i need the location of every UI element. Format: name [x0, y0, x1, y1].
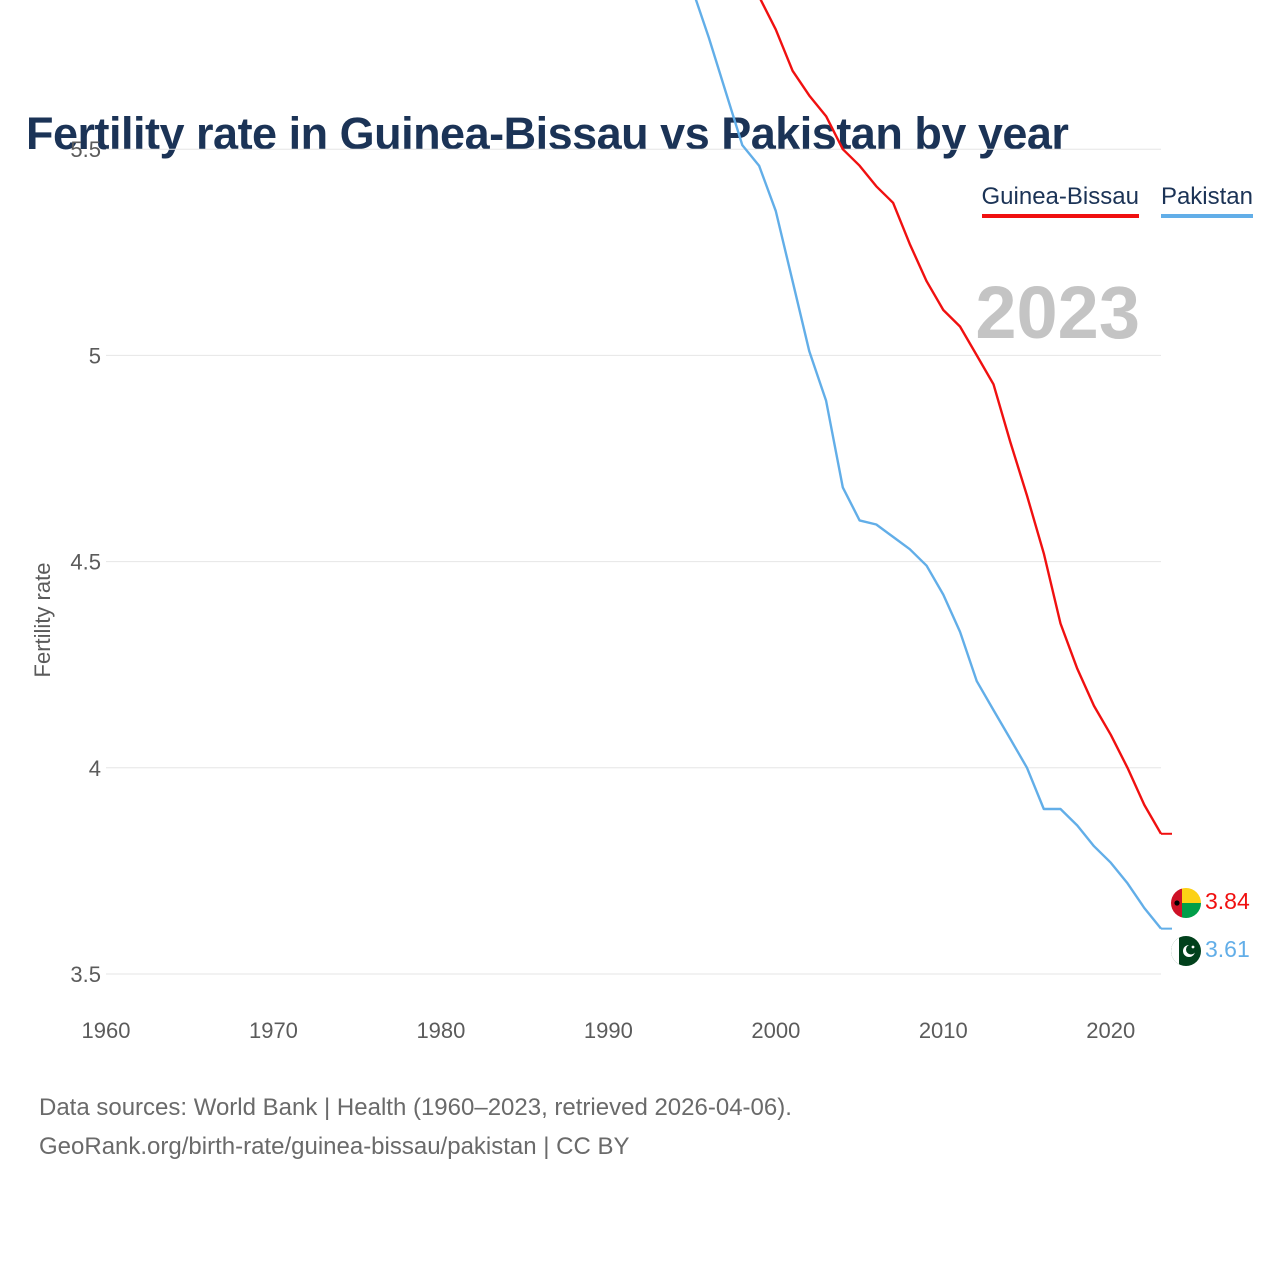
series-line-guinea-bissau: [759, 0, 1163, 835]
series-line-pakistan: [694, 0, 1162, 930]
legend-item-guinea-bissau[interactable]: Guinea-Bissau: [981, 183, 1139, 218]
series-lines: [694, 0, 1172, 930]
current-year-stamp: 2023: [975, 271, 1140, 354]
chart-title: Fertility rate in Guinea-Bissau vs Pakis…: [26, 108, 1069, 159]
x-tick-label: 2000: [751, 1018, 800, 1043]
y-axis-ticks: 3.544.555.566.5: [70, 137, 101, 987]
y-tick-label: 4.5: [70, 550, 101, 575]
x-tick-label: 1990: [584, 1018, 633, 1043]
guinea-bissau-flag-icon: [1171, 888, 1201, 918]
x-axis-ticks: 1960 1970 1980 1990 2000 2010 2020: [82, 1018, 1136, 1043]
y-tick-label: 5: [89, 343, 101, 368]
pakistan-flag-icon: [1171, 936, 1201, 966]
legend: Guinea-Bissau Pakistan: [981, 183, 1253, 218]
pakistan-end-value: 3.61: [1205, 936, 1250, 962]
legend-item-pakistan[interactable]: Pakistan: [1160, 183, 1253, 218]
x-tick-label: 1960: [82, 1018, 131, 1043]
source-link[interactable]: GeoRank.org/birth-rate/guinea-bissau/pak…: [39, 1133, 630, 1160]
data-source-text: Data sources: World Bank | Health (1960–…: [39, 1094, 792, 1121]
x-tick-label: 2010: [919, 1018, 968, 1043]
footer: Data sources: World Bank | Health (1960–…: [39, 1088, 792, 1166]
gridlines: [106, 148, 1161, 975]
y-tick-label: 3.5: [70, 962, 101, 987]
x-tick-label: 1970: [249, 1018, 298, 1043]
y-tick-label: 4: [89, 756, 101, 781]
y-tick-label: 5.5: [70, 137, 101, 162]
x-tick-label: 1980: [416, 1018, 465, 1043]
guinea-bissau-end-value: 3.84: [1205, 888, 1250, 914]
x-tick-label: 2020: [1086, 1018, 1135, 1043]
